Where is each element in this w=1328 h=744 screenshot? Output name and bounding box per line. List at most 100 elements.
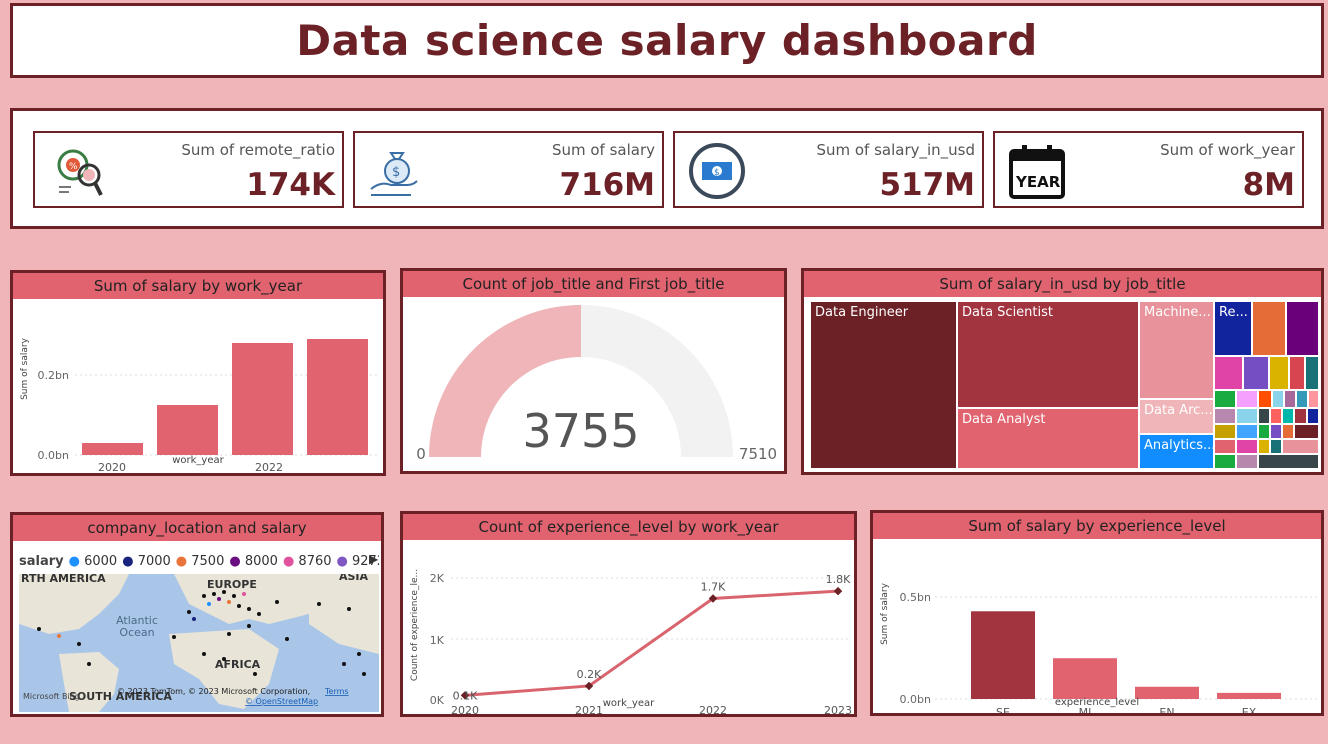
x-axis-label: experience_level [1054, 697, 1140, 708]
x-tick-label: 2022 [699, 704, 727, 714]
treemap-cell[interactable] [1270, 439, 1282, 454]
data-point[interactable] [833, 586, 843, 596]
treemap-cell[interactable] [1236, 454, 1258, 469]
bar-2020[interactable] [82, 443, 143, 455]
map-title: company_location and salary [13, 515, 381, 541]
legend-item[interactable]: ● 9272 [336, 553, 379, 569]
treemap-cell-data-analyst[interactable]: Data Analyst [957, 408, 1139, 469]
treemap-cell-machine[interactable]: Machine... [1139, 301, 1214, 399]
treemap-cell[interactable] [1294, 424, 1319, 439]
treemap-cell[interactable] [1305, 356, 1319, 390]
treemap-cell[interactable] [1236, 439, 1258, 454]
treemap-cell[interactable] [1258, 424, 1270, 439]
y-tick-label: 2K [430, 572, 445, 585]
legend-item[interactable]: ● 8000 [229, 553, 278, 569]
treemap-cell-re[interactable]: Re... [1214, 301, 1252, 356]
treemap-cell[interactable] [1269, 356, 1289, 390]
salary-by-year-plot: Sum of salary 0.2bn 0.0bn 2020 2022 [20, 337, 379, 474]
treemap-cell[interactable] [1307, 408, 1319, 424]
map-label-atlantic: Atlantic [116, 614, 158, 627]
y-axis-label: Count of experience_le... [410, 569, 420, 681]
treemap-cell-data-engineer[interactable]: Data Engineer [810, 301, 957, 469]
kpi-card-salary[interactable]: $ Sum of salary 716M [353, 131, 664, 208]
treemap-cell[interactable] [1289, 356, 1305, 390]
chart-salary-by-year[interactable]: Sum of salary by work_year Sum of salary… [10, 270, 386, 476]
bar-MI[interactable] [1053, 658, 1117, 699]
legend-next-arrow-icon[interactable]: ▶ [369, 552, 379, 566]
data-point[interactable] [460, 691, 470, 700]
svg-text:YEAR: YEAR [1015, 173, 1061, 191]
experience-by-year-plot: Count of experience_le... 2K 1K 0K 0.1K 2… [410, 569, 852, 717]
treemap-cell[interactable] [1282, 408, 1294, 424]
kpi-value: 517M [879, 167, 975, 203]
treemap-cell[interactable] [1272, 390, 1284, 408]
treemap-area: Data Engineer Data Scientist Data Analys… [804, 299, 1321, 474]
map-osm-link[interactable]: © OpenStreetMap [245, 697, 318, 706]
x-tick-label: 2023 [824, 704, 852, 714]
treemap-cell[interactable] [1284, 390, 1296, 408]
treemap-cell[interactable] [1258, 439, 1270, 454]
treemap-cell[interactable] [1258, 390, 1272, 408]
bar-2022[interactable] [232, 343, 293, 455]
treemap-cell[interactable] [1286, 301, 1319, 356]
y-tick-label: 0K [430, 694, 445, 707]
treemap-cell-data-arc[interactable]: Data Arc... [1139, 399, 1214, 434]
map-brand: Microsoft Bing [23, 692, 80, 701]
treemap-cell-analytics[interactable]: Analytics... [1139, 434, 1214, 469]
bar-2023[interactable] [307, 339, 368, 455]
treemap-cell[interactable] [1282, 439, 1319, 454]
gauge-fill [429, 305, 581, 457]
legend-item[interactable]: ● 7500 [175, 553, 225, 569]
treemap-cell[interactable] [1214, 439, 1236, 454]
data-label: 0.1K [453, 689, 478, 702]
treemap-cell[interactable] [1296, 390, 1308, 408]
chart-experience-by-year[interactable]: Count of experience_level by work_year C… [400, 511, 857, 717]
map-canvas[interactable]: RTH AMERICA EUROPE Atlantic Ocean AFRICA… [19, 574, 379, 712]
gauge-title: Count of job_title and First job_title [403, 271, 784, 297]
treemap-cell[interactable] [1270, 424, 1282, 439]
bar-SE[interactable] [971, 611, 1035, 699]
treemap-salary-usd-by-job[interactable]: Sum of salary_in_usd by job_title Data E… [801, 268, 1324, 475]
data-point[interactable] [584, 681, 594, 691]
treemap-cell[interactable] [1214, 424, 1236, 439]
treemap-cell[interactable] [1252, 301, 1286, 356]
bar-EN[interactable] [1135, 686, 1199, 699]
treemap-cell[interactable] [1214, 356, 1243, 390]
treemap-cell[interactable] [1308, 390, 1319, 408]
calendar-year-icon: YEAR [1009, 145, 1065, 199]
legend-item[interactable]: ● 7000 [122, 553, 171, 569]
treemap-cell[interactable] [1236, 424, 1258, 439]
dashboard-title-bar: Data science salary dashboard [10, 3, 1324, 78]
kpi-card-remote-ratio[interactable]: % Sum of remote_ratio 174K [33, 131, 344, 208]
treemap-cell[interactable] [1294, 408, 1307, 424]
kpi-card-salary-usd[interactable]: $ Sum of salary_in_usd 517M [673, 131, 984, 208]
chart-salary-by-experience[interactable]: Sum of salary by experience_level Sum of… [870, 510, 1324, 719]
treemap-cell[interactable] [1214, 408, 1236, 424]
treemap-cell[interactable] [1258, 408, 1270, 424]
data-label: 1.7K [701, 580, 726, 593]
map-company-location[interactable]: company_location and salary salary ● 600… [10, 512, 384, 717]
map-terms-link[interactable]: Terms [324, 687, 349, 696]
bar-2021[interactable] [157, 405, 218, 455]
map-label-north-america: RTH AMERICA [21, 574, 106, 585]
kpi-card-work-year[interactable]: YEAR Sum of work_year 8M [993, 131, 1304, 208]
treemap-cell[interactable] [1243, 356, 1269, 390]
legend-item[interactable]: ● 6000 [68, 553, 118, 569]
legend-item[interactable]: ● 8760 [282, 553, 332, 569]
gauge-plot: 3755 0 7510 [416, 305, 777, 463]
treemap-cell[interactable] [1282, 424, 1294, 439]
bar-EX[interactable] [1217, 692, 1281, 699]
y-axis-label: Sum of salary [20, 337, 30, 400]
gauge-job-title[interactable]: Count of job_title and First job_title 3… [400, 268, 787, 474]
treemap-cell[interactable] [1270, 408, 1282, 424]
salary-by-experience-plot: Sum of salary 0.5bn 0.0bn SE MI EN EX [880, 582, 1317, 719]
chart-title: Sum of salary by work_year [13, 273, 383, 299]
treemap-cell[interactable] [1236, 408, 1258, 424]
y-tick-label: 0.2bn [38, 369, 69, 382]
treemap-cell[interactable] [1236, 390, 1258, 408]
x-axis-label: work_year [602, 698, 655, 709]
treemap-cell[interactable] [1258, 454, 1319, 469]
treemap-cell[interactable] [1214, 390, 1236, 408]
treemap-cell-data-scientist[interactable]: Data Scientist [957, 301, 1139, 408]
treemap-cell[interactable] [1214, 454, 1236, 469]
